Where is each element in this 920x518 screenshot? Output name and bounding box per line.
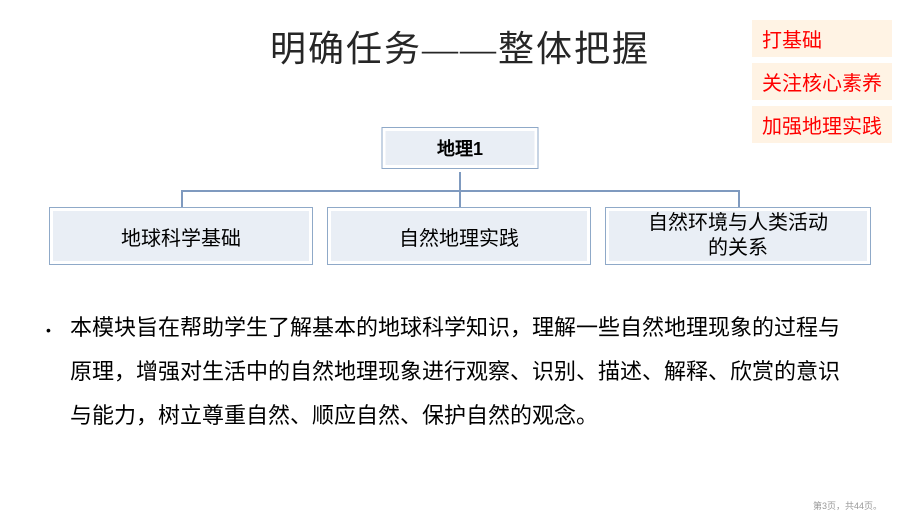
tag-list: 打基础 关注核心素养 加强地理实践: [752, 20, 892, 143]
page-title: 明确任务——整体把握: [270, 20, 650, 72]
child-node: 自然环境与人类活动的关系: [606, 208, 870, 264]
child-node: 自然地理实践: [328, 208, 590, 264]
tag-item: 关注核心素养: [752, 63, 892, 100]
connector: [738, 190, 740, 208]
description-text: 本模块旨在帮助学生了解基本的地球科学知识，理解一些自然地理现象的过程与原理，增强…: [70, 306, 860, 438]
bullet-icon: •: [46, 322, 51, 338]
hierarchy-chart: 地理1 地球科学基础 自然地理实践 自然环境与人类活动的关系: [50, 128, 870, 283]
connector: [459, 172, 461, 190]
connector: [459, 190, 461, 208]
connector: [181, 190, 183, 208]
root-node: 地理1: [383, 128, 538, 168]
page-footer: 第3页，共44页。: [813, 499, 882, 512]
tag-item: 打基础: [752, 20, 892, 57]
child-node: 地球科学基础: [50, 208, 312, 264]
